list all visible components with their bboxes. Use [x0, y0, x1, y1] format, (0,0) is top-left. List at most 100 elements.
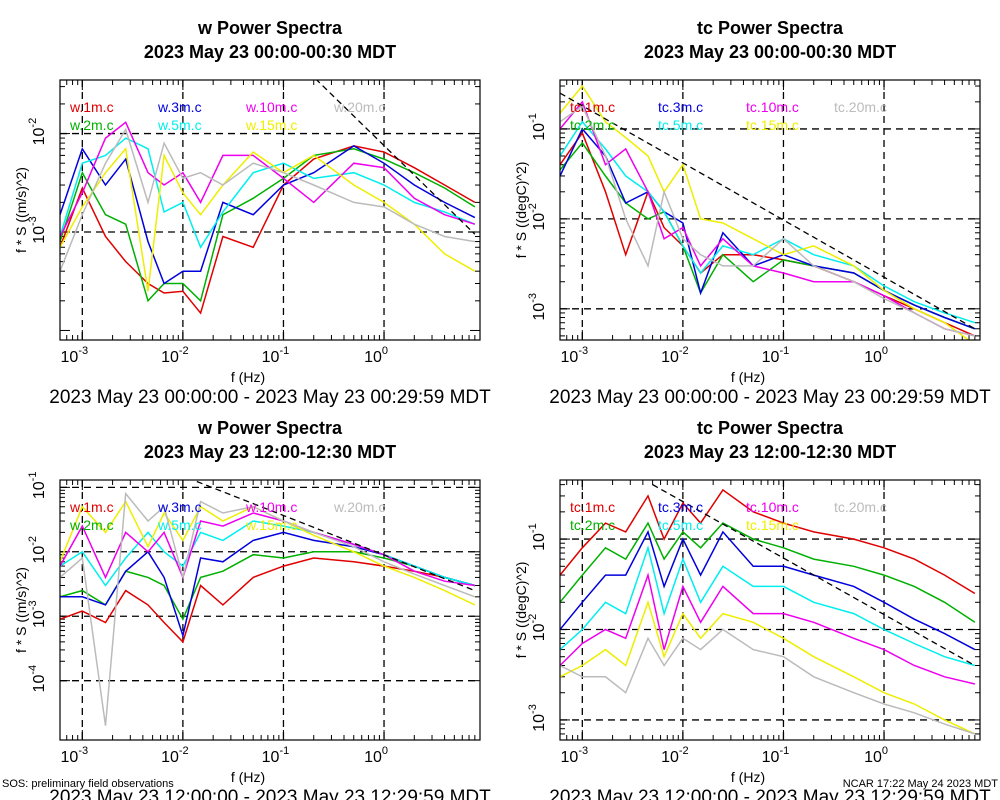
footer-right: NCAR 17:22 May 24 2023 MDT — [843, 778, 999, 790]
tick-exponent: -3 — [578, 745, 588, 757]
tick-base: 10 — [864, 749, 882, 766]
x-tick-label: 100 — [864, 745, 888, 766]
x-tick-label: 10-1 — [262, 745, 290, 766]
series-line-tc-5m-c — [560, 120, 976, 324]
chart-subtitle: 2023 May 23 12:00-12:30 MDT — [644, 442, 896, 462]
series-line-tc-2m-c — [560, 521, 976, 623]
tick-base: 10 — [561, 349, 579, 366]
legend-entry: tc.2m.c — [570, 117, 615, 133]
legend-entry: w.15m.c — [245, 517, 297, 533]
legend-entry: w.2m.c — [69, 117, 114, 133]
x-tick-label: 10-2 — [161, 745, 189, 766]
series-line-tc-1m-c — [560, 488, 976, 595]
legend-entry: tc.2m.c — [570, 517, 615, 533]
time-range-label: 2023 May 23 12:00:00 - 2023 May 23 12:29… — [49, 787, 491, 800]
chart-subtitle: 2023 May 23 00:00-00:30 MDT — [144, 42, 396, 62]
series-line-tc-3m-c — [560, 127, 976, 330]
x-axis-label: f (Hz) — [231, 369, 265, 385]
legend-entry: w.5m.c — [157, 117, 202, 133]
series-line-w-10m-c — [60, 512, 476, 587]
x-axis-label: f (Hz) — [731, 369, 765, 385]
legend-entry: tc.15m.c — [746, 117, 799, 133]
footer-left: SOS: preliminary field observations — [2, 778, 174, 790]
tick-base: 10 — [762, 749, 780, 766]
tick-base: 10 — [531, 714, 548, 732]
reference-slope-line — [315, 80, 476, 235]
tick-exponent: -3 — [527, 704, 539, 714]
tick-exponent: -1 — [527, 523, 539, 533]
tick-base: 10 — [31, 546, 48, 564]
x-tick-label: 10-2 — [661, 745, 689, 766]
chart-panel-1: w Power Spectra 2023 May 23 00:00-00:30 M… — [13, 18, 491, 408]
y-tick-label: 10-2 — [527, 203, 548, 231]
tick-base: 10 — [531, 123, 548, 141]
tick-exponent: -2 — [179, 745, 189, 757]
tick-base: 10 — [531, 213, 548, 231]
tick-base: 10 — [61, 749, 79, 766]
tick-base: 10 — [161, 349, 179, 366]
legend-entry: tc.10m.c — [746, 499, 799, 515]
tick-exponent: -2 — [179, 345, 189, 357]
tick-exponent: -3 — [27, 600, 39, 610]
series-line-w-15m-c — [60, 147, 476, 292]
chart-title: tc Power Spectra — [697, 418, 844, 438]
chart-title: tc Power Spectra — [697, 18, 844, 38]
x-tick-label: 100 — [864, 345, 888, 366]
legend-entry: tc.15m.c — [746, 517, 799, 533]
legend-entry: tc.5m.c — [658, 117, 703, 133]
y-axis-label: f * S ((degC)^2) — [513, 162, 529, 259]
x-tick-label: 10-3 — [61, 745, 89, 766]
legend-entry: tc.3m.c — [658, 499, 703, 515]
series-line-tc-15m-c — [560, 84, 970, 340]
legend-entry: tc.3m.c — [658, 99, 703, 115]
tick-exponent: -2 — [527, 614, 539, 624]
plot-frame — [559, 79, 981, 341]
tick-base: 10 — [864, 349, 882, 366]
y-tick-label: 10-3 — [527, 293, 548, 321]
time-range-label: 2023 May 23 12:00:00 - 2023 May 23 12:29… — [549, 787, 991, 800]
tick-exponent: -1 — [27, 472, 39, 482]
legend-entry: w.15m.c — [245, 117, 297, 133]
time-range-label: 2023 May 23 00:00:00 - 2023 May 23 00:29… — [549, 387, 991, 408]
reference-slope-line — [191, 480, 476, 592]
y-tick-label: 10-3 — [527, 704, 548, 732]
series-line-w-3m-c — [60, 531, 476, 639]
series-line-w-20m-c — [60, 127, 476, 272]
tick-exponent: -4 — [27, 665, 39, 675]
y-axis-label: f * S ((m/s)^2) — [13, 567, 29, 653]
x-tick-label: 10-1 — [762, 345, 790, 366]
tick-base: 10 — [31, 610, 48, 628]
chart-panel-4: tc Power Spectra 2023 May 23 12:00-12:30 … — [513, 418, 991, 800]
legend-entry: tc.5m.c — [658, 517, 703, 533]
tick-base: 10 — [531, 623, 548, 641]
tick-base: 10 — [161, 749, 179, 766]
y-tick-label: 10-2 — [27, 536, 48, 564]
legend-entry: tc.1m.c — [570, 99, 615, 115]
series-line-tc-5m-c — [560, 545, 976, 667]
x-axis-label: f (Hz) — [731, 769, 765, 785]
series-line-w-2m-c — [60, 148, 476, 303]
tick-exponent: 0 — [382, 345, 388, 357]
plot-frame — [559, 479, 981, 741]
time-range-label: 2023 May 23 00:00:00 - 2023 May 23 00:29… — [49, 387, 491, 408]
series-line-tc-10m-c — [560, 572, 976, 685]
series-line-tc-20m-c — [560, 104, 976, 337]
x-tick-label: 10-3 — [561, 745, 589, 766]
y-tick-label: 10-4 — [27, 665, 48, 693]
tick-base: 10 — [364, 749, 382, 766]
legend-entry: w.2m.c — [69, 517, 114, 533]
series-line-tc-1m-c — [560, 131, 976, 337]
x-tick-label: 100 — [364, 745, 388, 766]
chart-panel-3: w Power Spectra 2023 May 23 12:00-12:30 M… — [13, 418, 491, 800]
series-line-w-10m-c — [60, 121, 476, 237]
tick-base: 10 — [31, 127, 48, 145]
tick-base: 10 — [31, 226, 48, 244]
chart-title: w Power Spectra — [197, 18, 343, 38]
y-tick-label: 10-1 — [27, 472, 48, 500]
legend-entry: tc.10m.c — [746, 99, 799, 115]
tick-exponent: -3 — [78, 745, 88, 757]
tick-exponent: 0 — [882, 745, 888, 757]
tick-exponent: -2 — [679, 745, 689, 757]
legend-entry: w.10m.c — [245, 99, 297, 115]
